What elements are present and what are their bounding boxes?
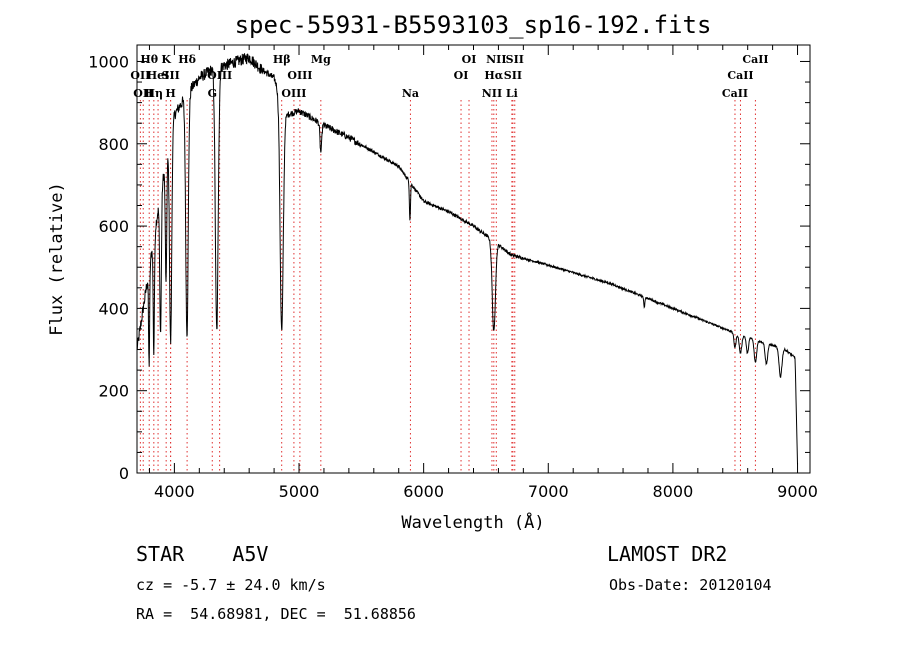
line-marker-label: Na — [402, 87, 419, 100]
x-axis-ticks: 4000 5000 6000 7000 8000 9000 — [148, 45, 818, 501]
x-tick-label: 9000 — [777, 482, 818, 501]
line-marker-label: OI — [462, 53, 477, 66]
line-marker-label: Hη — [145, 87, 163, 100]
line-marker-label: CaII — [727, 69, 753, 82]
line-marker-label: G — [208, 87, 217, 100]
obs-date: Obs-Date: 20120104 — [609, 576, 772, 594]
line-marker-label: H — [165, 87, 175, 100]
line-marker-label: Hβ — [273, 53, 291, 66]
line-markers — [139, 100, 756, 473]
line-marker-label: Hα — [484, 69, 503, 82]
x-tick-label: 5000 — [279, 482, 320, 501]
redshift-readout: cz = -5.7 ± 24.0 km/s — [136, 576, 326, 594]
line-marker-label: OIII — [287, 69, 312, 82]
line-marker-label: K — [161, 53, 171, 66]
survey-name: LAMOST DR2 — [607, 542, 728, 566]
line-marker-label: SII — [506, 53, 524, 66]
line-marker-label: Hδ — [178, 53, 196, 66]
spectrum-line — [136, 53, 798, 465]
plot-frame — [136, 44, 811, 474]
line-marker-label: Li — [506, 87, 518, 100]
x-tick-label: 8000 — [653, 482, 694, 501]
y-axis-ticks: 0 200 400 600 800 1000 — [88, 52, 810, 483]
line-marker-labels: OIIOIIHθHηHeIKHSIIHδGOIIIHβOIIIOIIIMgNaO… — [130, 53, 768, 100]
y-tick-label: 1000 — [88, 52, 129, 71]
y-tick-label: 200 — [98, 382, 129, 401]
line-marker-label: OII — [130, 69, 150, 82]
x-tick-label: 4000 — [154, 482, 195, 501]
line-marker-label: SII — [162, 69, 180, 82]
object-class: STAR A5V — [136, 542, 269, 566]
y-tick-label: 800 — [98, 135, 129, 154]
line-marker-label: OII — [133, 87, 153, 100]
line-marker-label: SII — [504, 69, 522, 82]
x-axis-label: Wavelength (Å) — [401, 511, 544, 533]
line-marker-label: OI — [454, 69, 469, 82]
chart-title: spec-55931-B5593103_sp16-192.fits — [235, 11, 712, 39]
coordinates: RA = 54.68981, DEC = 51.68856 — [136, 605, 416, 623]
x-tick-label: 6000 — [403, 482, 444, 501]
y-tick-label: 400 — [98, 299, 129, 318]
line-marker-label: OIII — [281, 87, 306, 100]
line-marker-label: Mg — [311, 53, 331, 66]
y-axis-label: Flux (relative) — [47, 182, 67, 336]
line-marker-label: CaII — [722, 87, 748, 100]
line-marker-label: HeI — [147, 69, 170, 82]
y-tick-label: 0 — [119, 464, 129, 483]
line-marker-label: Hθ — [140, 53, 158, 66]
x-tick-label: 7000 — [528, 482, 569, 501]
line-marker-label: CaII — [742, 53, 768, 66]
y-tick-label: 600 — [98, 217, 129, 236]
line-marker-label: NII — [486, 53, 506, 66]
line-marker-label: NII — [482, 87, 502, 100]
